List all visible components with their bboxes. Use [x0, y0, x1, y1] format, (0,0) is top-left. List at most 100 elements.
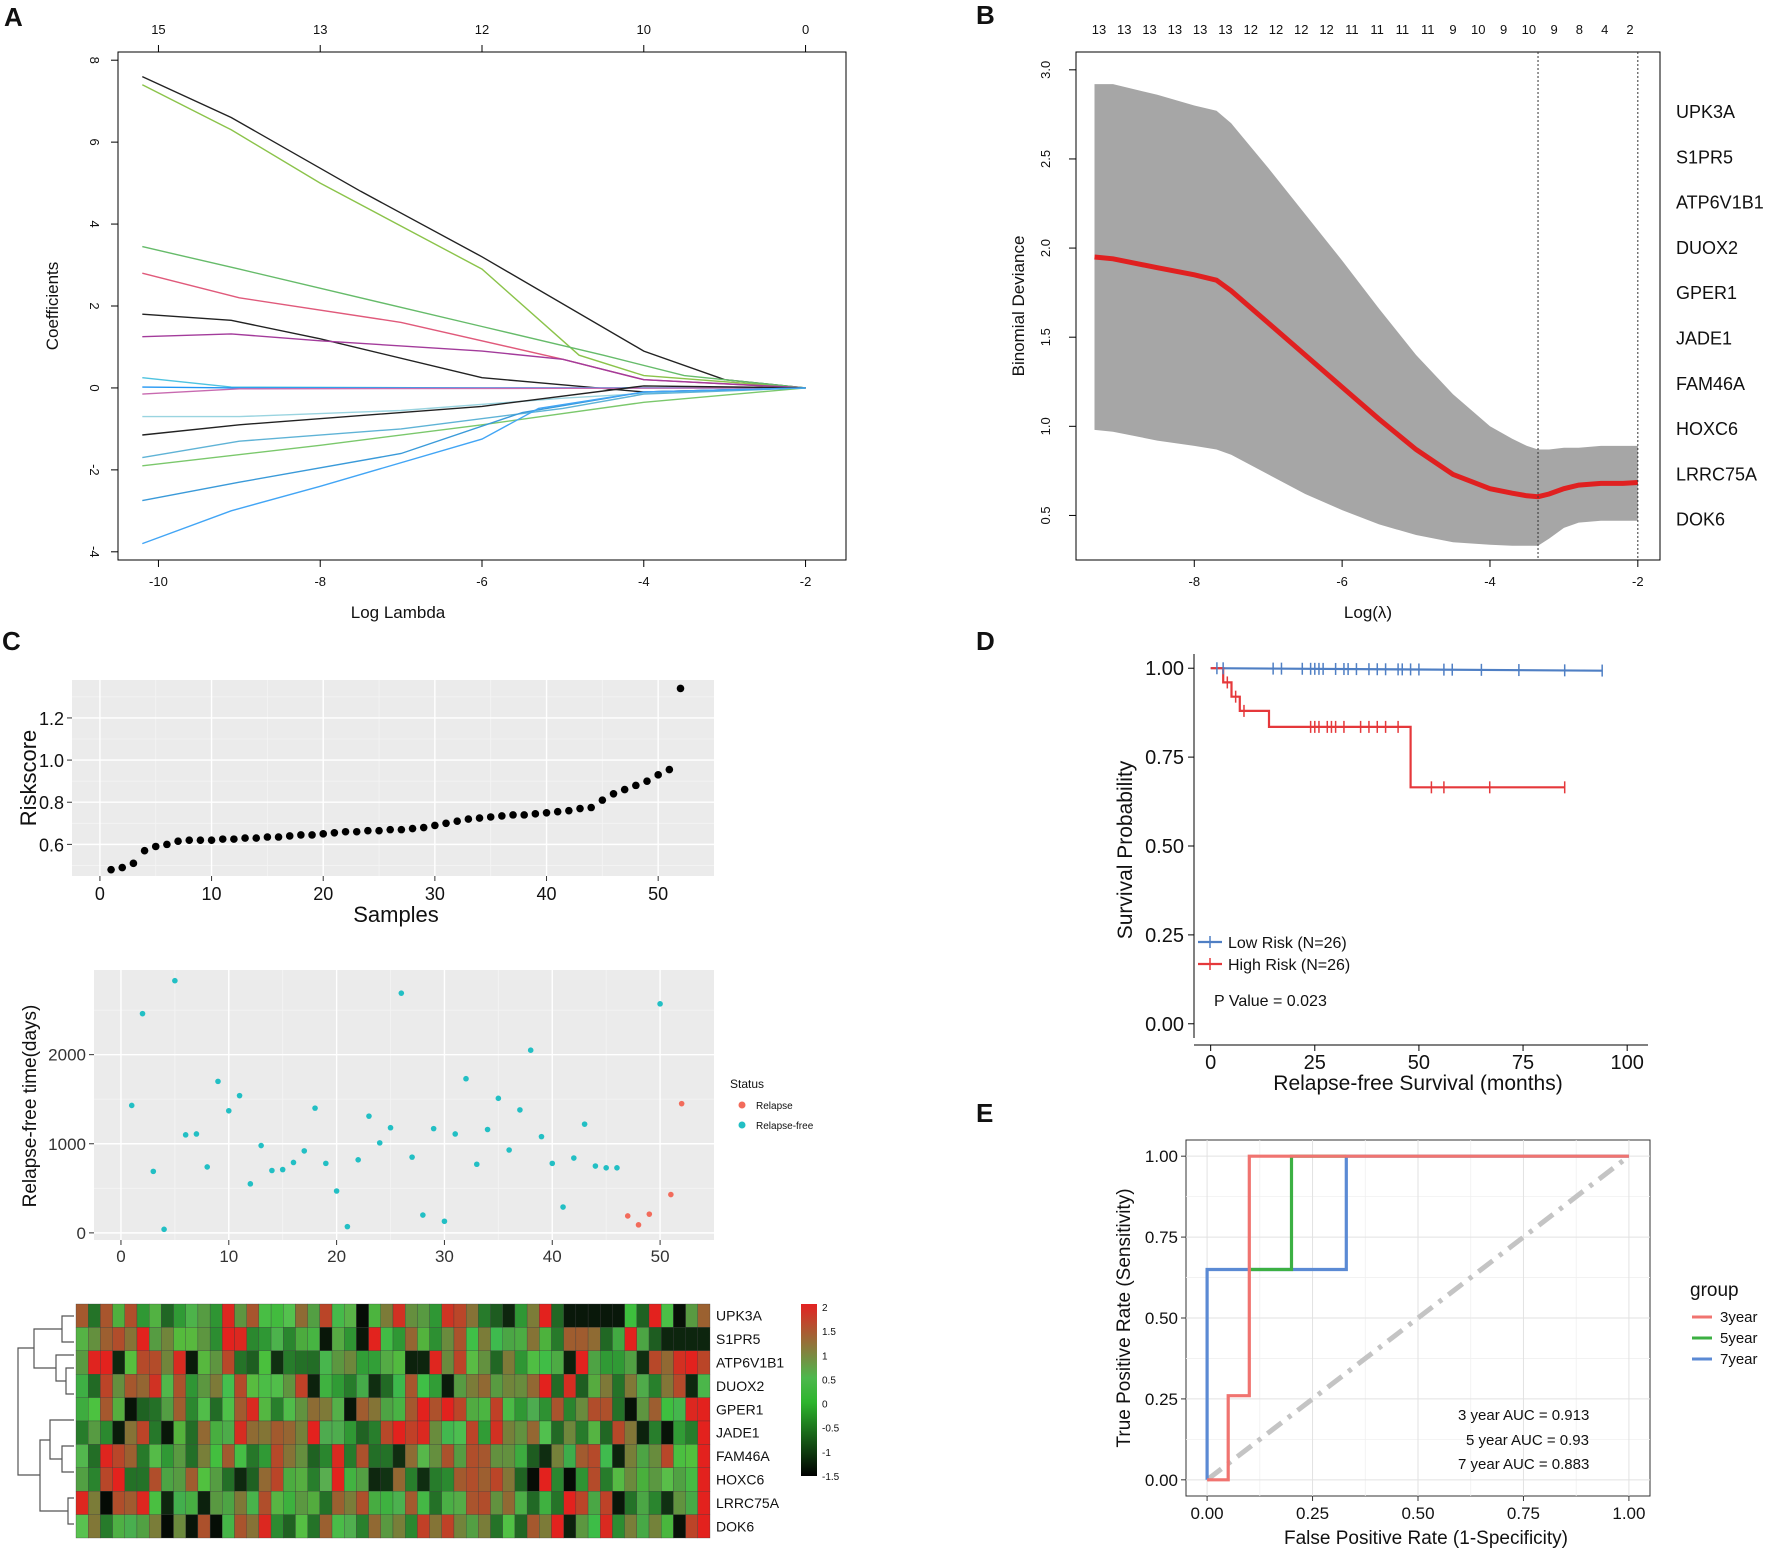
b-toptick-label-18: 9 [1551, 22, 1558, 37]
heatmap-cell [185, 1397, 199, 1422]
heatmap-cell [453, 1374, 467, 1398]
c2-xtick-label-1: 10 [219, 1247, 238, 1266]
riskscore-point-49 [654, 771, 662, 779]
heatmap-cell [648, 1303, 662, 1328]
heatmap-cell [563, 1444, 577, 1468]
panel-b-xlabel: Log(λ) [1344, 603, 1392, 622]
heatmap-cell [209, 1327, 223, 1351]
heatmap-cell [295, 1444, 308, 1468]
relapse-time-point-31 [463, 1075, 469, 1082]
riskscore-point-0 [107, 865, 115, 874]
heatmap-cell [587, 1444, 601, 1468]
heatmap-cell [368, 1374, 381, 1398]
heatmap-cell [502, 1327, 516, 1351]
e-ytick-label-3: 0.75 [1145, 1228, 1178, 1247]
heatmap-cell [222, 1491, 235, 1515]
relapse-time-point-19 [333, 1188, 340, 1194]
heatmap-cell [209, 1491, 223, 1515]
relapse-time-point-34 [495, 1095, 502, 1102]
e-ytick-label-2: 0.50 [1145, 1309, 1178, 1328]
heatmap-cell [161, 1444, 174, 1468]
heatmap-cell [368, 1397, 381, 1422]
heatmap-cell [502, 1303, 516, 1328]
heatmap-cell [405, 1444, 418, 1468]
relapse-time-point-32 [473, 1161, 480, 1168]
heatmap-cell [270, 1444, 284, 1468]
heatmap-cell [258, 1303, 272, 1328]
legend-label-relapse: Relapse [756, 1101, 793, 1112]
heatmap-cell [478, 1397, 491, 1422]
heatmap-cell [136, 1514, 150, 1539]
heatmap-cell [612, 1327, 625, 1351]
relapse-time-point-2 [150, 1168, 157, 1175]
e-ytick-label-0: 0.00 [1145, 1471, 1178, 1490]
dendro-branch-4 [61, 1445, 74, 1473]
heatmap-cell [441, 1303, 455, 1328]
legend-label-low-risk: Low Risk (N=26) [1228, 935, 1347, 952]
panel-c2-yticks: 0 1000 2000 [48, 1046, 94, 1243]
heatmap-cell [405, 1350, 418, 1375]
relapse-time-point-3 [161, 1226, 167, 1233]
heatmap-cell [295, 1397, 308, 1422]
heatmap-cell [307, 1374, 320, 1398]
riskscore-point-9 [207, 836, 216, 844]
heatmap-cell [673, 1514, 686, 1539]
heatmap-cell [258, 1467, 272, 1492]
heatmap-cell [441, 1397, 455, 1422]
auc-label-7year: 7 year AUC = 0.883 [1458, 1456, 1589, 1473]
b-toptick-label-6: 12 [1243, 22, 1257, 37]
panel-e-curves [1205, 1154, 1629, 1482]
heatmap-cell [697, 1420, 711, 1445]
heatmap-cell [246, 1327, 260, 1351]
b-xtick-label-0: -8 [1188, 574, 1200, 589]
c1-ytick-label-1: 0.8 [39, 793, 64, 813]
panel-d-pvalue: P Value = 0.023 [1214, 993, 1327, 1010]
heatmap-scale-tick-5: -0.5 [822, 1424, 840, 1435]
coef-line-5 [142, 333, 806, 389]
heatmap-cell [575, 1514, 589, 1539]
heatmap-cell [173, 1303, 186, 1328]
heatmap-cell [136, 1420, 150, 1445]
heatmap-cell [685, 1327, 698, 1351]
heatmap-cell [551, 1303, 564, 1328]
heatmap-cell [624, 1327, 637, 1351]
heatmap-cell [600, 1327, 613, 1351]
heatmap-cell [283, 1303, 296, 1328]
d-xtick-label-4: 100 [1610, 1052, 1643, 1074]
heatmap-cell [161, 1303, 174, 1328]
heatmap-cell [161, 1327, 174, 1351]
panel-c1: 0 10 20 30 40 50 0.6 0.8 1.0 1.2 Samples Risksco… [16, 680, 714, 927]
heatmap-cell [319, 1467, 333, 1492]
heatmap-cell [392, 1420, 406, 1445]
coef-line-11 [142, 387, 806, 459]
panel-label-b: B [976, 0, 995, 30]
relapse-time-point-7 [204, 1164, 211, 1170]
heatmap-cell [209, 1350, 223, 1375]
riskscore-point-50 [665, 765, 674, 774]
heatmap-cell [417, 1420, 430, 1445]
panel-b-yticks: 0.5 1.0 1.5 2.0 2.5 3.0 [1038, 61, 1076, 524]
riskscore-point-5 [163, 840, 171, 849]
b-ytick-label-1: 1.0 [1038, 417, 1053, 435]
heatmap-cell [612, 1491, 625, 1515]
heatmap-cell [100, 1374, 113, 1398]
heatmap-cell [526, 1397, 540, 1422]
dendro-branch-9 [17, 1347, 40, 1476]
heatmap-cell [283, 1491, 296, 1515]
riskscore-point-37 [520, 811, 528, 819]
b-toptick-label-11: 11 [1370, 22, 1384, 37]
heatmap-cell [429, 1444, 442, 1468]
heatmap-cell [673, 1397, 686, 1422]
panel-d-ylabel: Survival Probability [1114, 760, 1137, 939]
heatmap-cell [465, 1303, 479, 1328]
heatmap-cell [136, 1350, 150, 1375]
d-xtick-label-0: 0 [1205, 1052, 1216, 1074]
heatmap-cell [551, 1420, 564, 1445]
relapse-time-point-39 [549, 1160, 556, 1167]
heatmap-cell [112, 1303, 125, 1328]
heatmap-cell [648, 1491, 662, 1515]
relapse-time-point-42 [581, 1121, 588, 1127]
heatmap-cell [441, 1327, 455, 1351]
heatmap-cell [465, 1491, 479, 1515]
